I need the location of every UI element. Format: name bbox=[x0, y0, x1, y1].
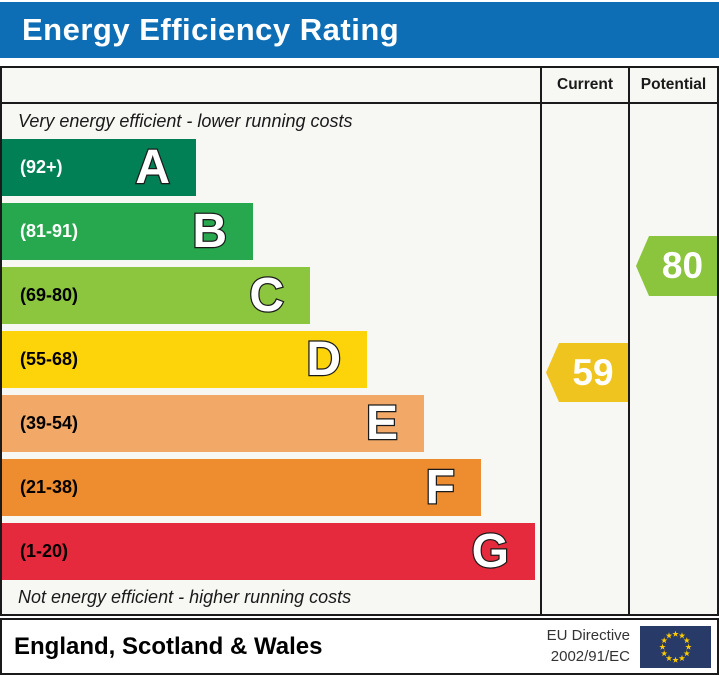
band-f-letter: F bbox=[424, 460, 456, 514]
top-note: Very energy efficient - lower running co… bbox=[18, 111, 353, 131]
table-header-row: Current Potential bbox=[2, 68, 717, 104]
band-a: (92+) A bbox=[2, 139, 196, 196]
rating-table: Current Potential Very energy efficient … bbox=[0, 66, 719, 616]
eu-directive-label: EU Directive 2002/91/EC bbox=[547, 626, 630, 667]
bottom-note: Not energy efficient - higher running co… bbox=[18, 586, 352, 607]
band-e-range: (39-54) bbox=[20, 413, 79, 433]
band-d: (55-68) D bbox=[2, 331, 367, 388]
band-b-range: (81-91) bbox=[20, 221, 79, 241]
band-c-range: (69-80) bbox=[20, 285, 79, 305]
potential-column-divider bbox=[628, 68, 630, 614]
band-f: (21-38) F bbox=[2, 459, 481, 516]
page-title: Energy Efficiency Rating bbox=[22, 12, 400, 47]
current-column-header: Current bbox=[557, 76, 613, 93]
band-b: (81-91) B bbox=[2, 203, 253, 260]
band-g-letter: G bbox=[470, 524, 510, 578]
footer: England, Scotland & Wales EU Directive 2… bbox=[0, 618, 719, 675]
region-label: England, Scotland & Wales bbox=[14, 632, 323, 660]
band-g-range: (1-20) bbox=[20, 541, 69, 561]
eu-directive-line2: 2002/91/EC bbox=[550, 647, 630, 665]
band-c-letter: C bbox=[248, 268, 285, 322]
potential-rating-arrow: 80 bbox=[636, 236, 717, 296]
current-column-divider bbox=[540, 68, 542, 614]
band-e-letter: E bbox=[365, 396, 400, 450]
band-b-letter: B bbox=[191, 204, 228, 258]
current-rating-arrow: 59 bbox=[546, 343, 628, 402]
rating-bands: (92+) A (81-91) B (69-80) C (55-68) D (3… bbox=[2, 139, 540, 580]
band-a-letter: A bbox=[134, 140, 171, 194]
potential-rating-value: 80 bbox=[661, 245, 704, 286]
band-d-range: (55-68) bbox=[20, 349, 79, 369]
current-rating-value: 59 bbox=[572, 351, 614, 393]
potential-column-header: Potential bbox=[640, 76, 707, 93]
band-f-range: (21-38) bbox=[20, 477, 79, 497]
band-e: (39-54) E bbox=[2, 395, 424, 452]
eu-directive-line1: EU Directive bbox=[546, 627, 630, 645]
band-g: (1-20) G bbox=[2, 523, 535, 580]
title-bar: Energy Efficiency Rating bbox=[0, 2, 719, 58]
band-d-letter: D bbox=[305, 332, 342, 386]
band-a-range: (92+) bbox=[20, 157, 63, 177]
eu-flag-icon bbox=[640, 625, 711, 668]
band-c: (69-80) C bbox=[2, 267, 310, 324]
